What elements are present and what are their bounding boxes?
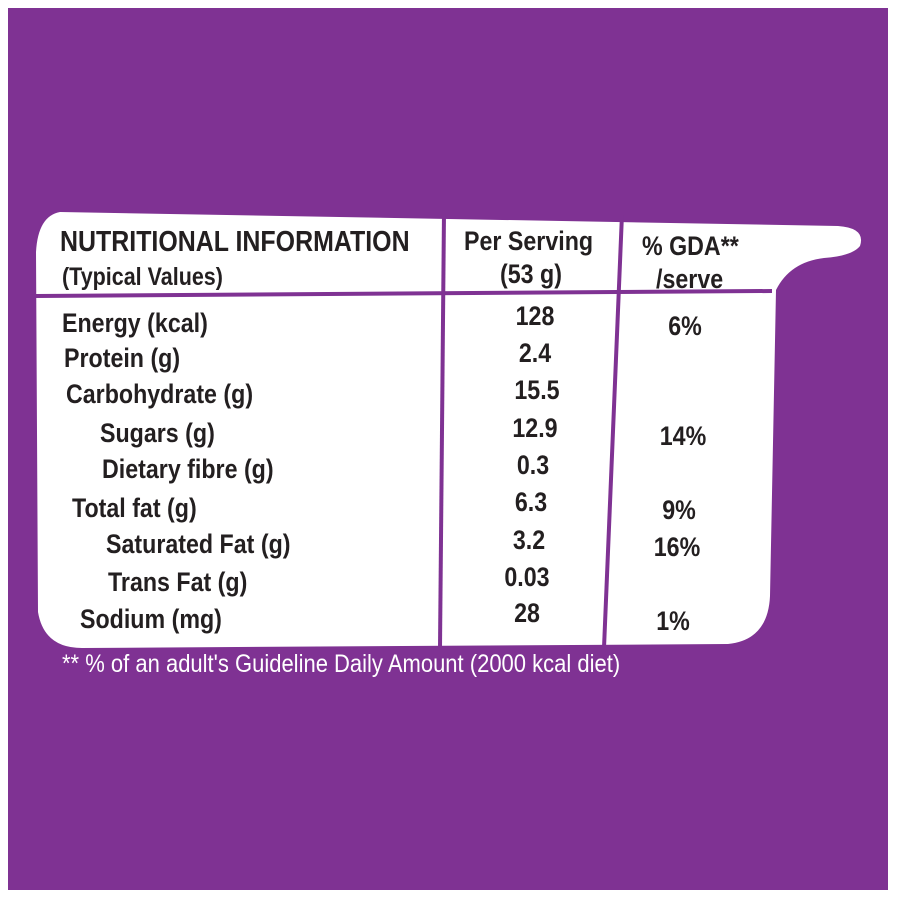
row-gda-sugars: 14% <box>659 421 707 451</box>
table-panel <box>36 212 862 648</box>
column-header-gda: % GDA** <box>642 231 739 261</box>
table-subtitle: (Typical Values) <box>62 263 223 291</box>
row-gda-total-fat: 9% <box>662 495 696 525</box>
row-label-carbohydrate: Carbohydrate (g) <box>66 379 254 409</box>
table-title: NUTRITIONAL INFORMATION <box>60 226 410 258</box>
header-divider <box>35 289 773 298</box>
row-value-total-fat: 6.3 <box>514 487 548 517</box>
row-label-protein: Protein (g) <box>64 343 181 373</box>
row-value-protein: 2.4 <box>518 338 552 368</box>
row-value-dietary-fibre: 0.3 <box>516 450 550 480</box>
row-label-dietary-fibre: Dietary fibre (g) <box>102 454 274 484</box>
row-value-energy: 128 <box>515 301 555 331</box>
row-value-sugars: 12.9 <box>512 413 558 443</box>
column-divider-2 <box>602 213 624 649</box>
row-value-trans-fat: 0.03 <box>504 562 550 592</box>
row-gda-sodium: 1% <box>656 606 690 636</box>
row-value-carbohydrate: 15.5 <box>514 375 560 405</box>
row-value-saturated-fat: 3.2 <box>512 525 546 555</box>
row-label-saturated-fat: Saturated Fat (g) <box>106 529 291 559</box>
row-gda-saturated-fat: 16% <box>653 532 701 562</box>
column-header-gda-serve: /serve <box>656 264 724 294</box>
row-value-sodium: 28 <box>514 598 540 628</box>
column-divider-1 <box>438 211 446 649</box>
column-header-serving: Per Serving <box>464 226 594 256</box>
gda-footnote: ** % of an adult's Guideline Daily Amoun… <box>62 650 621 678</box>
row-label-sodium: Sodium (mg) <box>80 604 222 634</box>
row-label-total-fat: Total fat (g) <box>72 493 197 523</box>
column-header-serving-size: (53 g) <box>500 259 562 289</box>
row-label-energy: Energy (kcal) <box>62 308 208 338</box>
row-label-trans-fat: Trans Fat (g) <box>108 567 248 597</box>
row-label-sugars: Sugars (g) <box>100 418 215 448</box>
row-gda-energy: 6% <box>668 311 702 341</box>
